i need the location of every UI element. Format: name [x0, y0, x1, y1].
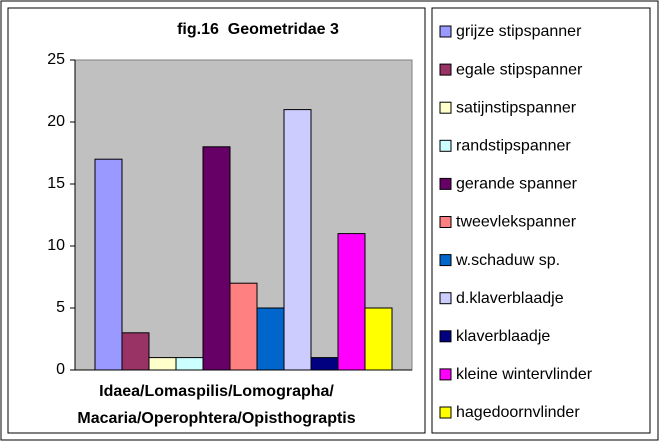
legend-swatch — [439, 139, 452, 152]
bar — [283, 109, 312, 371]
y-tick-label: 5 — [56, 299, 65, 316]
legend-swatch — [439, 63, 452, 76]
bar — [148, 357, 177, 371]
legend-label: tweevlekspanner — [456, 214, 577, 231]
y-tick-label: 15 — [47, 175, 65, 192]
legend-swatch — [439, 368, 452, 381]
chart-area — [7, 7, 426, 434]
legend-label: d.klaverblaadje — [456, 290, 564, 307]
y-tick-label: 10 — [47, 237, 65, 254]
legend-label: gerande spanner — [456, 176, 578, 193]
legend-label: randstipspanner — [456, 138, 571, 155]
bar — [229, 282, 258, 371]
y-tick-label: 20 — [47, 113, 65, 130]
legend-label: w.schaduw sp. — [455, 252, 560, 269]
legend-swatch — [439, 254, 452, 267]
bar — [202, 146, 231, 371]
legend-swatch — [439, 25, 452, 38]
legend-label: satijnstipspanner — [456, 99, 577, 116]
bar — [337, 233, 366, 371]
bar — [364, 307, 393, 371]
legend-label: klaverblaadje — [456, 328, 550, 345]
bar — [94, 158, 123, 371]
legend-swatch — [439, 406, 452, 419]
chart-title: fig.16 Geometridae 3 — [177, 21, 339, 38]
bar — [256, 307, 285, 371]
bar — [121, 332, 150, 371]
legend-swatch — [439, 292, 452, 305]
legend-swatch — [439, 330, 452, 343]
legend-label: kleine wintervlinder — [456, 366, 593, 383]
legend-box — [431, 7, 651, 434]
y-tick-label: 0 — [56, 361, 65, 378]
legend-swatch — [439, 177, 452, 190]
y-tick-label: 25 — [47, 51, 65, 68]
legend-label: egale stipspanner — [456, 61, 583, 78]
legend-swatch — [439, 101, 452, 114]
bar — [310, 357, 339, 371]
bar — [175, 357, 204, 371]
legend-label: grijze stipspanner — [456, 23, 582, 40]
x-category-label: Idaea/Lomaspilis/Lomographa/ Macaria/Ope… — [77, 383, 356, 427]
legend-swatch — [439, 216, 452, 228]
legend-label: hagedoornvlinder — [456, 404, 580, 421]
